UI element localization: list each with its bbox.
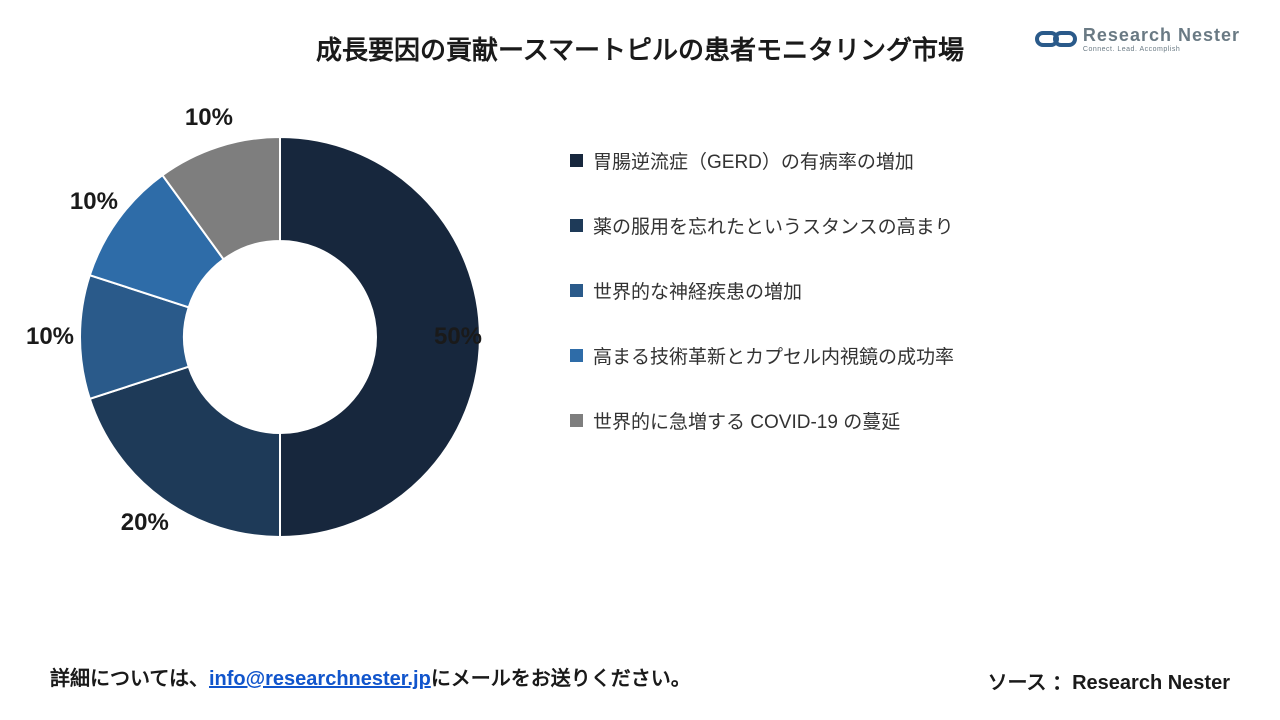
chain-link-icon (1035, 25, 1077, 53)
header: 成長要因の貢献ースマートピルの患者モニタリング市場 Research Neste… (0, 0, 1280, 77)
legend: 胃腸逆流症（GERD）の有病率の増加薬の服用を忘れたというスタンスの高まり世界的… (570, 107, 954, 567)
legend-item: 薬の服用を忘れたというスタンスの高まり (570, 212, 954, 239)
legend-item: 胃腸逆流症（GERD）の有病率の増加 (570, 147, 954, 174)
slice-label: 10% (26, 323, 74, 351)
slice-label: 20% (121, 509, 169, 537)
legend-label: 胃腸逆流症（GERD）の有病率の増加 (593, 147, 914, 174)
logo-text: Research Nester Connect. Lead. Accomplis… (1083, 26, 1240, 53)
brand-logo: Research Nester Connect. Lead. Accomplis… (1035, 25, 1240, 53)
page-title: 成長要因の貢献ースマートピルの患者モニタリング市場 (316, 30, 964, 67)
legend-label: 世界的に急増する COVID-19 の蔓延 (593, 407, 900, 434)
legend-item: 世界的に急増する COVID-19 の蔓延 (570, 407, 954, 434)
logo-main: Research Nester (1083, 26, 1240, 44)
legend-swatch (570, 349, 583, 362)
legend-swatch (570, 284, 583, 297)
legend-swatch (570, 154, 583, 167)
legend-label: 薬の服用を忘れたというスタンスの高まり (593, 212, 954, 239)
donut-chart: 50%20%10%10%10% (50, 107, 510, 567)
legend-swatch (570, 219, 583, 232)
legend-label: 世界的な神経疾患の増加 (593, 277, 802, 304)
content-area: 50% 20% 10% 10% 10% 胃腸逆流症（GERD）の有病率の増加薬の服用を忘… (0, 77, 1280, 567)
contact-email-link[interactable]: info@researchnester.jp (209, 668, 431, 690)
legend-swatch (570, 414, 583, 427)
legend-item: 高まる技術革新とカプセル内視鏡の成功率 (570, 342, 954, 369)
slice-label: 10% (185, 104, 233, 132)
donut-slice (90, 367, 280, 537)
legend-item: 世界的な神経疾患の増加 (570, 277, 954, 304)
source-text: ソース ：Research Nester (988, 666, 1230, 695)
footer: 詳細については、info@researchnester.jpにメールをお送りくだ… (50, 663, 1230, 695)
contact-text: 詳細については、info@researchnester.jpにメールをお送りくだ… (50, 663, 691, 695)
contact-pre: 詳細については、 (50, 668, 209, 690)
legend-label: 高まる技術革新とカプセル内視鏡の成功率 (593, 342, 954, 369)
logo-sub: Connect. Lead. Accomplish (1083, 46, 1240, 53)
slice-label: 50% (434, 323, 482, 351)
contact-post: にメールをお送りください。 (431, 668, 691, 690)
slice-label: 10% (70, 188, 118, 216)
